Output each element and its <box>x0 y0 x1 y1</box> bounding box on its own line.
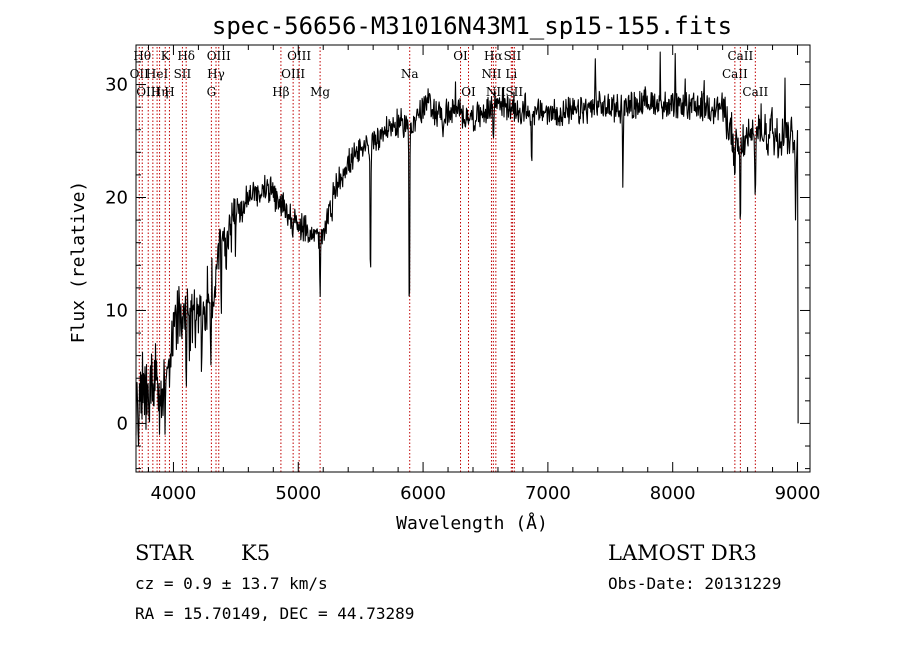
line-marker-label: H <box>164 85 174 99</box>
redshift-cz: cz = 0.9 ± 13.7 km/s <box>135 574 328 593</box>
axis-ticks <box>136 45 810 472</box>
line-marker-label: Hγ <box>207 67 225 81</box>
y-tick-label: 0 <box>117 413 128 434</box>
x-axis-label: Wavelength (Å) <box>396 512 548 534</box>
line-marker-label: OIII <box>136 85 160 99</box>
line-marker-label: CaII <box>742 85 768 99</box>
y-axis-label: Flux (relative) <box>68 181 89 344</box>
x-tick-label: 5000 <box>275 483 321 504</box>
line-marker-label: Li <box>505 67 517 81</box>
line-marker-label: HeI <box>146 67 169 81</box>
line-marker-label: G <box>207 85 217 99</box>
line-marker-label: OIII <box>281 67 305 81</box>
coordinates: RA = 15.70149, DEC = 44.73289 <box>135 604 414 623</box>
spectrum-series <box>135 51 799 447</box>
observation-date: Obs-Date: 20131229 <box>608 574 781 593</box>
object-subclass: K5 <box>241 541 270 565</box>
line-marker-label: SII <box>174 67 192 81</box>
line-marker-label: Hβ <box>272 85 289 99</box>
line-marker-label: Hη <box>151 85 169 99</box>
line-marker-label: NII <box>481 67 501 81</box>
x-tick-label: 6000 <box>400 483 446 504</box>
line-marker-label: SII <box>504 49 522 63</box>
line-marker-label: Hθ <box>133 49 151 63</box>
survey-name: LAMOST DR3 <box>608 541 757 565</box>
x-tick-label: 8000 <box>650 483 696 504</box>
x-tick-label: 7000 <box>525 483 571 504</box>
line-marker-label: CaII <box>722 67 748 81</box>
line-marker-label: OI <box>461 85 476 99</box>
line-marker-label: Na <box>401 67 419 81</box>
line-marker-label: Mg <box>310 85 330 99</box>
line-marker-label: OIII <box>287 49 311 63</box>
line-marker-label: OII <box>130 67 150 81</box>
x-tick-label: 9000 <box>775 483 821 504</box>
line-marker-label: NII <box>486 85 506 99</box>
y-tick-label: 20 <box>105 188 128 209</box>
chart-title: spec-56656-M31016N43M1_sp15-155.fits <box>212 12 732 40</box>
y-tick-label: 10 <box>105 300 128 321</box>
line-marker-label: CaII <box>727 49 753 63</box>
object-class: STAR <box>135 541 194 565</box>
line-marker-label: OIII <box>207 49 231 63</box>
line-marker-label: Hδ <box>177 49 195 63</box>
line-marker-label: Hα <box>484 49 503 63</box>
line-marker-label: K <box>161 49 171 63</box>
x-tick-label: 4000 <box>151 483 197 504</box>
spectrum-line <box>135 51 799 447</box>
line-marker-label: OI <box>453 49 468 63</box>
y-tick-label: 30 <box>105 75 128 96</box>
axis-tick-labels: 4000 5000 6000 7000 8000 9000 0 10 20 30 <box>105 75 820 504</box>
